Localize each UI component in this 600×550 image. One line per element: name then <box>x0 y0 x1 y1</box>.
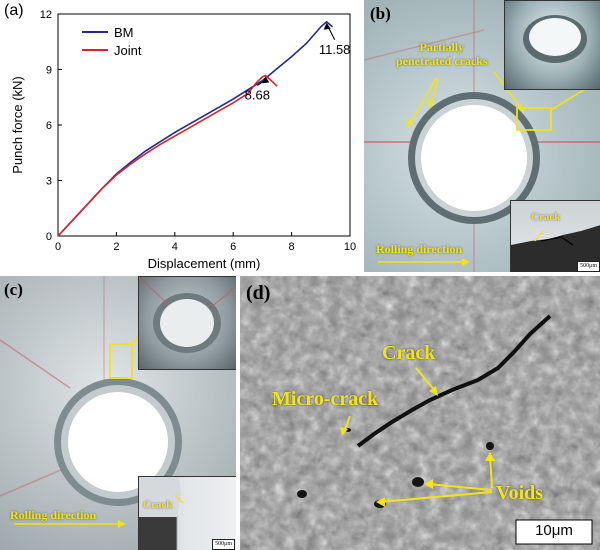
x-axis-label: Displacement (mm) <box>148 256 261 271</box>
panel-c-letter: (c) <box>4 280 23 299</box>
x-tick-label: 0 <box>55 241 61 253</box>
panel-b-inset-crack: Crack 500μm <box>510 200 600 272</box>
crack-micrograph <box>139 477 184 517</box>
panel-d-voids-label: Voids <box>496 482 544 504</box>
panel-d-micrograph: Crack Micro-crack Voids 10μm (d) <box>240 276 600 550</box>
crack-micrograph <box>511 225 600 272</box>
inset-hole-view <box>139 277 236 353</box>
panel-a-chart: 0 2 4 6 8 10 0 3 6 9 12 Displacement (mm) Punch forc… <box>0 0 362 272</box>
sem-texture <box>240 276 600 550</box>
x-tick-label: 6 <box>230 241 236 253</box>
panel-d-letter: (d) <box>246 282 271 304</box>
annotation-arrowhead <box>323 22 331 30</box>
panel-c-inset-crack: Crack 500μm <box>138 476 236 550</box>
y-tick-label: 6 <box>46 120 52 132</box>
panel-c-crack-label: Crack <box>143 499 173 511</box>
series-line-bm <box>57 20 334 237</box>
y-axis-label: Punch force (kN) <box>10 76 25 174</box>
x-tick-label: 4 <box>172 241 178 253</box>
legend-label-bm: BM <box>114 25 134 40</box>
annotation-peak-label: 8.68 <box>245 87 270 102</box>
panel-c-inset-top <box>138 276 236 370</box>
x-tick-label: 10 <box>344 241 356 253</box>
panel-b-background <box>364 0 600 272</box>
panel-b-scalebar: 500μm <box>577 261 600 272</box>
panel-b-rolling-label: Rolling direction <box>376 242 463 256</box>
panel-b-photo: Crack 500μm Partially penetrated cracks … <box>364 0 600 272</box>
y-tick-label: 3 <box>46 176 52 188</box>
panel-b-cracks-label: Partially penetrated cracks <box>396 40 488 68</box>
plot-frame <box>57 13 351 237</box>
panel-d-crack-label: Crack <box>382 342 436 364</box>
panel-a-letter: (a) <box>4 2 24 19</box>
y-tick-label: 12 <box>40 9 52 21</box>
panel-c-scalebar: 500μm <box>212 539 235 550</box>
x-tick-label: 8 <box>289 241 295 253</box>
panel-b-crack-label: Crack <box>531 211 561 223</box>
x-tick-label: 2 <box>113 241 119 253</box>
panel-c-background <box>0 276 182 528</box>
annotation-arrowhead <box>262 76 270 84</box>
panel-b-inset-top <box>504 0 600 90</box>
inset-hole-view <box>523 15 587 63</box>
panel-c-photo: Crack 500μm Rolling direction (c) <box>0 276 236 550</box>
panel-b-letter: (b) <box>370 4 391 23</box>
series-line-joint <box>57 74 278 237</box>
legend-label-joint: Joint <box>114 43 142 58</box>
force-displacement-chart: 0 2 4 6 8 10 0 3 6 9 12 Displacement (mm) Punch forc… <box>10 9 356 271</box>
annotation-peak-label: 11.58 <box>319 42 351 57</box>
panel-d-scalebar: 10μm <box>535 522 573 539</box>
y-tick-label: 0 <box>46 231 52 243</box>
panel-c-rolling-label: Rolling direction <box>10 508 97 522</box>
panel-d-microcrack-label: Micro-crack <box>272 388 379 410</box>
y-tick-label: 9 <box>46 65 52 77</box>
